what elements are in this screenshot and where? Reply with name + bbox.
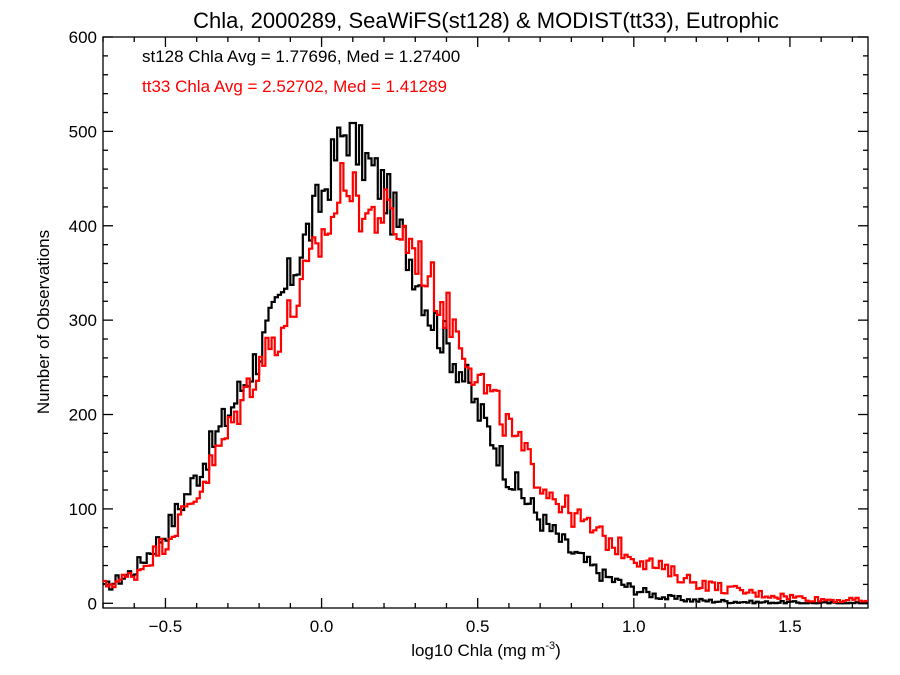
x-axis-label-close: ) — [555, 641, 561, 660]
y-axis: 0 100 200 300 400 500 600 — [69, 28, 868, 613]
histogram-series-2 — [103, 162, 868, 604]
x-axis-label-main: log10 Chla (mg m — [411, 641, 545, 660]
x-axis: −0.5 0.0 0.5 1.0 1.5 — [102, 37, 854, 636]
y-tick-label: 0 — [88, 594, 97, 613]
x-axis-label-superscript: -3 — [545, 640, 555, 652]
y-tick-label: 500 — [69, 122, 97, 141]
histogram-series-1 — [103, 121, 868, 605]
series-group — [103, 121, 868, 605]
annotation-tt33: tt33 Chla Avg = 2.52702, Med = 1.41289 — [142, 77, 447, 96]
y-tick-label: 400 — [69, 217, 97, 236]
y-tick-label: 300 — [69, 311, 97, 330]
y-tick-label: 100 — [69, 500, 97, 519]
x-tick-label: −0.5 — [149, 617, 183, 636]
y-tick-label: 200 — [69, 406, 97, 425]
x-tick-label: 0.5 — [466, 617, 490, 636]
x-tick-label: 1.5 — [778, 617, 802, 636]
y-axis-label: Number of Observations — [34, 230, 53, 414]
plot-area: −0.5 0.0 0.5 1.0 1.5 0 100 200 300 400 500 600 — [69, 28, 869, 636]
chart-title: Chla, 2000289, SeaWiFS(st128) & MODIST(t… — [193, 8, 779, 33]
plot-frame — [102, 36, 869, 609]
annotation-st128: st128 Chla Avg = 1.77696, Med = 1.27400 — [142, 47, 460, 66]
x-tick-label: 1.0 — [622, 617, 646, 636]
x-axis-label: log10 Chla (mg m-3) — [411, 640, 561, 660]
y-tick-label: 600 — [69, 28, 97, 47]
x-tick-label: 0.0 — [310, 617, 334, 636]
